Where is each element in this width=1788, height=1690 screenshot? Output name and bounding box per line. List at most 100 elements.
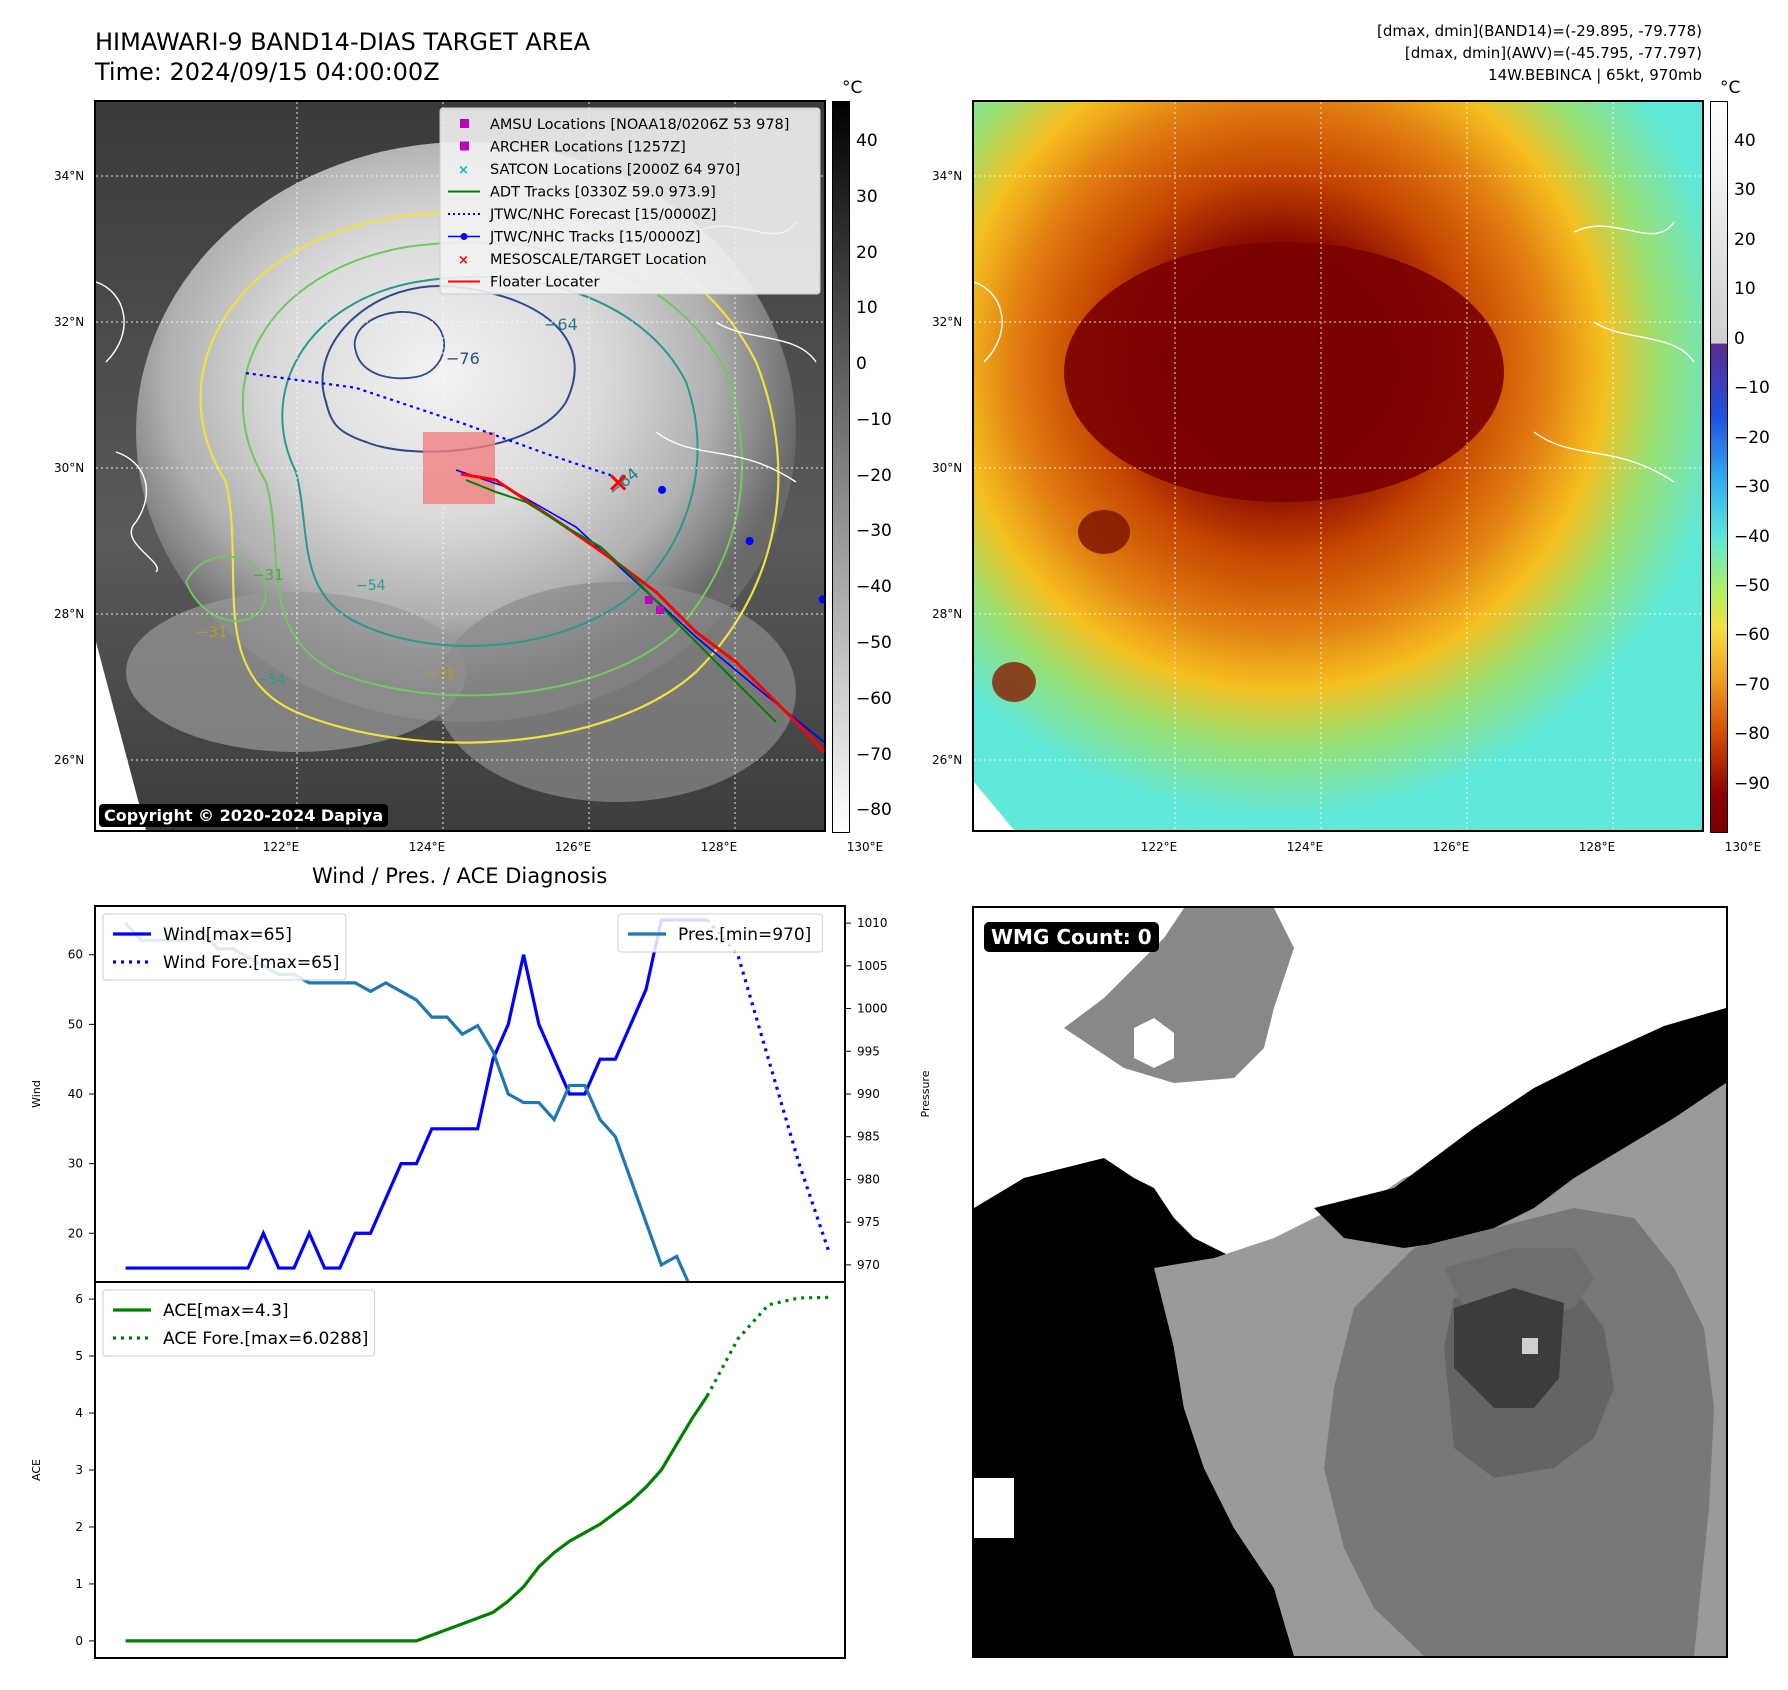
legend-label: ARCHER Locations [1257Z]	[490, 140, 686, 156]
y-axis-label: ACE	[30, 1459, 43, 1481]
colorbar-tick-label: −70	[1734, 674, 1770, 695]
contour-teal	[281, 275, 699, 647]
colorbar-tick-label: 20	[1734, 229, 1756, 250]
y-right-tick-label: 1010	[857, 916, 888, 930]
y-tick-label: 6	[75, 1292, 83, 1306]
map-gridlines	[974, 102, 1702, 830]
colorbar-tick-label: −40	[856, 577, 892, 598]
chart-legend-label: Wind[max=65]	[163, 925, 292, 945]
colorbar-tick-label: 40	[1734, 131, 1756, 151]
chart-legend-label: ACE[max=4.3]	[163, 1301, 289, 1321]
awv-cold-spot	[992, 662, 1036, 702]
target-area-box	[423, 432, 495, 504]
legend-label: AMSU Locations [NOAA18/0206Z 53 978]	[490, 117, 789, 133]
contour-inner-blue	[321, 284, 576, 453]
lon-label: 126°E	[554, 840, 592, 854]
colorbar-tick-label: −20	[1734, 427, 1770, 448]
colorbar-tick-label: −10	[1734, 378, 1770, 399]
awv-colorbar	[1710, 101, 1728, 833]
colorbar-tick-label: −40	[1734, 526, 1770, 547]
info-awv-range: [dmax, dmin](AWV)=(-45.795, -77.797)	[1404, 44, 1702, 62]
y-right-tick-label: 980	[857, 1172, 880, 1186]
band14-map-panel[interactable]: −76 −64 −64 −31 −31 −54 −54 −31 AMSU Loc…	[94, 100, 826, 832]
lon-label: 124°E	[408, 840, 446, 854]
target-location-marker	[610, 474, 627, 491]
legend-symbol-square	[460, 141, 469, 151]
lat-label: 30°N	[54, 461, 85, 475]
y-right-tick-label: 995	[857, 1044, 880, 1058]
wind-pressure-chart: 20 30 40 50 60 Wind 970 975 980 985 990 995 1000 1005…	[30, 905, 932, 1283]
diagnosis-title: Wind / Pres. / ACE Diagnosis	[312, 864, 608, 888]
legend-label: SATCON Locations [2000Z 64 970]	[490, 162, 740, 178]
contour-label: −64	[544, 315, 578, 334]
lon-label: 128°E	[1578, 840, 1616, 854]
colorbar-tick-label: −90	[1734, 773, 1770, 794]
lat-label: 34°N	[932, 169, 963, 183]
wmg-gray-patch	[1064, 908, 1294, 1083]
colorbar-tick-label: −10	[856, 409, 892, 430]
colorbar-tick-label: 0	[1734, 328, 1745, 349]
target-x-stroke	[610, 474, 627, 491]
awv-map-panel[interactable]	[972, 100, 1704, 832]
colorbar-tick-label: −60	[1734, 625, 1770, 646]
wmg-count-badge: WMG Count: 0	[984, 922, 1159, 952]
info-storm: 14W.BEBINCA | 65kt, 970mb	[1488, 66, 1702, 84]
colorbar-tick-label: −60	[856, 688, 892, 709]
lat-label: 26°N	[54, 753, 85, 767]
contour-label: −31	[426, 667, 456, 683]
colorbar-tick-label: −30	[856, 521, 892, 542]
legend-symbol-dot	[460, 233, 468, 240]
cloud-band-se	[436, 582, 796, 802]
colorbar-tick-label: −30	[1734, 477, 1770, 498]
coastline-china	[96, 281, 159, 573]
lat-label: 28°N	[932, 607, 963, 621]
jtwc-forecast-track	[245, 372, 612, 477]
y-tick-label: 3	[75, 1463, 83, 1477]
colorbar-tick-label: 10	[1734, 279, 1756, 300]
wmg-panel[interactable]: WMG Count: 0	[972, 906, 1728, 1658]
awv-map-svg	[974, 102, 1702, 830]
map-legend: AMSU Locations [NOAA18/0206Z 53 978] ARCH…	[448, 117, 789, 291]
contour-label: −31	[196, 623, 228, 641]
ace-chart: 0 1 2 3 4 5 6 ACE ACE[max=4.3] ACE Fore.[max=6.02…	[30, 1281, 846, 1659]
colorbar-tick-label: 20	[856, 242, 878, 263]
lat-label: 26°N	[932, 753, 963, 767]
no-data-wedge	[96, 642, 146, 830]
chart-legend-box	[617, 913, 823, 953]
lon-label: 124°E	[1286, 840, 1324, 854]
contour-core	[353, 311, 445, 380]
colorbar-unit: °C	[1720, 78, 1741, 98]
y-right-tick-label: 985	[857, 1130, 880, 1144]
colorbar-tick-label: −50	[856, 632, 892, 653]
wmg-eye-pixel	[1522, 1338, 1538, 1354]
series-line	[125, 1395, 709, 1643]
colorbar-tick-label: −20	[856, 465, 892, 486]
awv-cold-core	[1064, 242, 1504, 502]
map-legend-box	[439, 107, 821, 295]
contour-label: −76	[446, 349, 480, 368]
colorbar-tick-label: 40	[856, 131, 878, 151]
legend-label: Floater Locater	[490, 275, 599, 291]
archer-location-marker	[656, 606, 664, 614]
chart-legend-label: Wind Fore.[max=65]	[163, 953, 339, 973]
contour-outer-yellow	[199, 211, 780, 744]
y-tick-label: 2	[75, 1520, 83, 1534]
contour-label: −31	[252, 566, 284, 584]
wmg-eye-region	[1454, 1288, 1564, 1408]
lon-label: 130°E	[1724, 840, 1762, 854]
lat-label: 34°N	[54, 169, 85, 183]
y-tick-label: 50	[68, 1017, 83, 1031]
colorbar-tick-label: −80	[856, 800, 892, 821]
chart-legend-label: ACE Fore.[max=6.0288]	[163, 1329, 368, 1349]
colorbar-tick-label: −70	[856, 744, 892, 765]
wmg-white-hole	[1134, 1018, 1174, 1068]
lat-label: 32°N	[932, 315, 963, 329]
y-tick-label: 4	[75, 1406, 83, 1420]
wmg-white-edge	[974, 1478, 1014, 1538]
legend-symbol-x: ×	[458, 253, 469, 268]
lat-label: 32°N	[54, 315, 85, 329]
lat-label: 30°N	[932, 461, 963, 475]
series-line	[125, 918, 708, 1270]
y-tick-label: 40	[68, 1087, 83, 1101]
series-line	[705, 1295, 830, 1397]
